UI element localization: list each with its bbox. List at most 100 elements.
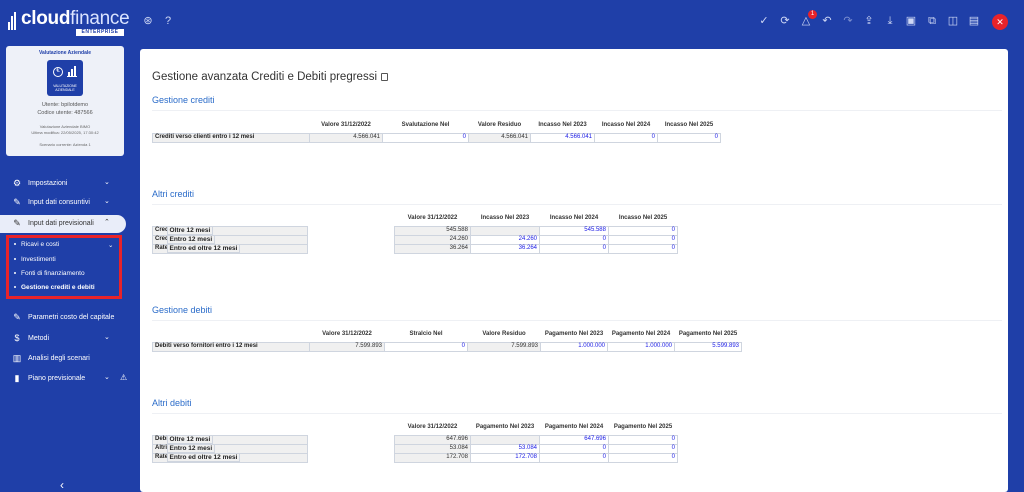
top-toolbar: ⊛ ? ✓ ⟳ △ 1 ↶ ↷ ⇪ ⤓ ▣ ⧉ ◫ ▤ ✕ xyxy=(131,0,1024,44)
column-header: Valore Residuo xyxy=(477,122,522,129)
input-cell[interactable]: 647.696 xyxy=(539,434,609,445)
chevron-down-icon: ⌄ xyxy=(108,242,114,249)
badge-label: VALUTAZIONE AZIENDALE xyxy=(53,84,77,92)
row-sublabel: Entro ed oltre 12 mesi xyxy=(166,453,241,462)
value-cell: 7.599.893 xyxy=(467,341,541,352)
sidebar-item-label: Piano previsionale xyxy=(28,375,86,382)
sidebar-item-analisi[interactable]: ▥ Analisi degli scenari xyxy=(0,350,131,368)
copy-icon[interactable]: ⧉ xyxy=(928,15,936,27)
divider xyxy=(152,110,1002,111)
value-cell: 53.084 xyxy=(394,443,471,454)
main-content: Gestione avanzata Crediti e Debiti pregr… xyxy=(140,49,1008,492)
submenu-item-gestione-crediti-debiti[interactable]: Gestione crediti e debiti xyxy=(14,284,95,291)
sidebar-item-piano[interactable]: ▮ Piano previsionale ⌄ ⚠ xyxy=(0,370,131,388)
input-cell[interactable]: 0 xyxy=(608,243,678,254)
download-icon[interactable]: ⤓ xyxy=(887,15,893,27)
section-title-altri-debiti: Altri debiti xyxy=(152,398,192,408)
collapse-sidebar-icon[interactable]: ‹ xyxy=(60,478,64,492)
value-cell: 24.260 xyxy=(394,234,471,245)
column-header: Incasso Nel 2024 xyxy=(549,215,599,222)
sidebar-item-impostazioni[interactable]: ⚙ Impostazioni ⌄ xyxy=(0,175,131,193)
input-cell[interactable]: 0 xyxy=(657,132,721,143)
table-gestione-debiti: Valore 31/12/2022 Stralcio Nel Valore Re… xyxy=(152,327,742,352)
input-cell[interactable]: 0 xyxy=(539,234,609,245)
column-header: Pagamento Nel 2023 xyxy=(475,424,535,431)
sidebar-item-previsionali[interactable]: ✎ Input dati previsionali ⌃ xyxy=(0,215,126,233)
alert-icon[interactable]: △ xyxy=(801,15,811,27)
table-row: Altri Debiti Entro 12 mesi 53.084 53.084… xyxy=(152,443,678,454)
sidebar-item-parametri[interactable]: ✎ Parametri costo del capitale xyxy=(0,309,131,327)
table-row: Crediti verso clienti entro i 12 mesi 4.… xyxy=(152,132,721,143)
document-icon[interactable] xyxy=(381,72,389,81)
check-icon[interactable]: ✓ xyxy=(759,15,769,27)
row-sublabel: Oltre 12 mesi xyxy=(166,226,214,235)
refresh-icon[interactable]: ⟳ xyxy=(780,15,790,27)
panel-icon[interactable]: ◫ xyxy=(947,15,959,27)
divider xyxy=(152,320,1002,321)
cloudfinance-logo[interactable]: cloudfinance ENTERPRISE xyxy=(8,8,130,36)
brand-bold: cloud xyxy=(21,8,71,29)
table-gestione-crediti: Valore 31/12/2022 Svalutazione Nel Valor… xyxy=(152,118,721,143)
column-header: Incasso Nel 2023 xyxy=(480,215,530,222)
input-cell[interactable]: 545.588 xyxy=(539,225,609,236)
save-icon[interactable]: ▣ xyxy=(905,15,917,27)
input-cell[interactable]: 0 xyxy=(594,132,658,143)
sidebar-item-consuntivi[interactable]: ✎ Input dati consuntivi ⌄ xyxy=(0,194,131,212)
input-cell[interactable]: 0 xyxy=(608,443,678,454)
input-cell[interactable]: 0 xyxy=(608,234,678,245)
close-button[interactable]: ✕ xyxy=(992,14,1008,30)
submenu-item-label: Investimenti xyxy=(21,256,56,263)
value-cell: 7.599.893 xyxy=(309,341,385,352)
input-cell[interactable]: 172.708 xyxy=(470,452,540,463)
undo-icon[interactable]: ↶ xyxy=(822,15,832,27)
input-cell[interactable]: 4.566.041 xyxy=(530,132,595,143)
submenu-item-fonti[interactable]: Fonti di finanziamento xyxy=(14,270,85,277)
input-cell[interactable]: 0 xyxy=(539,443,609,454)
input-cell[interactable]: 36.264 xyxy=(470,243,540,254)
submenu-item-investimenti[interactable]: Investimenti xyxy=(14,256,56,263)
upload-icon[interactable]: ⇪ xyxy=(864,15,874,27)
table-altri-debiti: Valore 31/12/2022 Pagamento Nel 2023 Pag… xyxy=(152,420,678,463)
edit-icon: ✎ xyxy=(13,218,21,228)
input-cell[interactable]: 0 xyxy=(608,225,678,236)
sidebar-item-label: Impostazioni xyxy=(28,180,68,187)
column-header: Incasso Nel 2023 xyxy=(538,122,587,129)
input-cell[interactable]: 0 xyxy=(539,452,609,463)
profile-scenario: Scenario corrente: Azienda 1 xyxy=(39,142,91,147)
sidebar-item-label: Parametri costo del capitale xyxy=(28,314,115,321)
input-cell[interactable]: 24.260 xyxy=(470,234,540,245)
redo-icon[interactable]: ↷ xyxy=(843,15,853,27)
input-cell[interactable]: 1.000.000 xyxy=(607,341,675,352)
divider xyxy=(152,413,1002,414)
input-cell[interactable]: 0 xyxy=(608,452,678,463)
input-cell[interactable]: 0 xyxy=(539,243,609,254)
input-cell[interactable]: 0 xyxy=(608,434,678,445)
input-cell[interactable]: 0 xyxy=(384,341,468,352)
value-cell: 4.566.041 xyxy=(468,132,531,143)
input-cell[interactable]: 1.000.000 xyxy=(540,341,608,352)
bar-chart-icon xyxy=(67,66,77,77)
page-title-text: Gestione avanzata Crediti e Debiti pregr… xyxy=(152,71,378,83)
chevron-down-icon: ⌄ xyxy=(104,374,110,381)
input-cell[interactable]: 0 xyxy=(382,132,469,143)
input-cell[interactable]: 5.599.893 xyxy=(674,341,742,352)
column-header: Incasso Nel 2024 xyxy=(601,122,651,129)
row-label: Debiti verso fornitori entro i 12 mesi xyxy=(152,341,310,352)
help-icon[interactable]: ? xyxy=(164,15,172,27)
euro-icon: € xyxy=(53,67,63,77)
submenu-item-label: Fonti di finanziamento xyxy=(21,270,85,277)
submenu-item-ricavi[interactable]: Ricavi e costi ⌄ xyxy=(14,241,113,249)
table-row: Crediti v/altri Entro 12 mesi 24.260 24.… xyxy=(152,234,678,245)
value-cell: 36.264 xyxy=(394,243,471,254)
sidebar-item-metodi[interactable]: $ Metodi ⌄ xyxy=(0,330,131,348)
value-cell: 545.588 xyxy=(394,225,471,236)
export-icon[interactable]: ▤ xyxy=(968,15,980,27)
submenu-previsionali: Ricavi e costi ⌄ Investimenti Fonti di fi… xyxy=(0,234,126,298)
close-icon: ✕ xyxy=(996,17,1004,27)
input-cell[interactable]: 53.084 xyxy=(470,443,540,454)
dashboard-icon[interactable]: ⊛ xyxy=(143,15,153,27)
table-row: Crediti v/clienti Oltre 12 mesi 545.588 … xyxy=(152,225,678,236)
row-sublabel: Entro 12 mesi xyxy=(166,444,216,453)
column-header: Pagamento Nel 2025 xyxy=(678,331,738,338)
bar-chart-icon: ▮ xyxy=(14,373,20,383)
